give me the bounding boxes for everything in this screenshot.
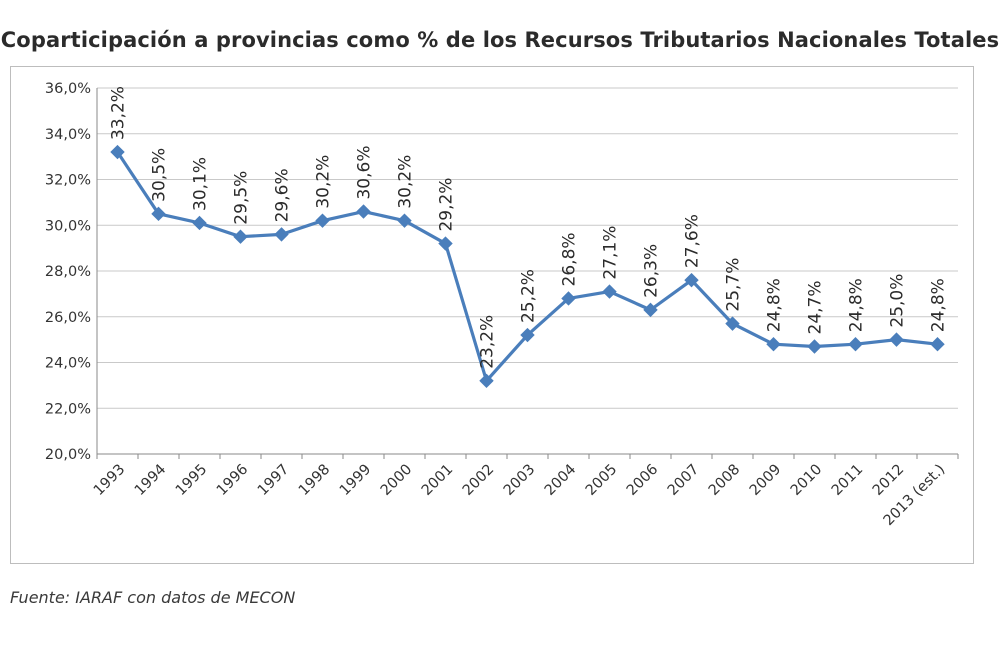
- x-tick-label: 2000: [378, 462, 415, 499]
- y-tick-label: 30,0%: [45, 218, 91, 234]
- data-label: 24,7%: [806, 280, 826, 334]
- data-label: 30,6%: [355, 146, 375, 200]
- data-point: [684, 272, 699, 288]
- data-label: 29,6%: [273, 168, 293, 222]
- data-label: 29,2%: [437, 178, 457, 232]
- data-point: [356, 204, 371, 219]
- data-label: 25,0%: [888, 274, 908, 328]
- data-point: [479, 373, 494, 389]
- data-point: [561, 291, 576, 306]
- y-tick-label: 36,0%: [45, 81, 91, 97]
- y-tick-label: 24,0%: [45, 356, 91, 372]
- data-point: [233, 229, 248, 244]
- chart-title: Coparticipación a provincias como % de l…: [0, 28, 1000, 52]
- x-tick-label: 1999: [337, 462, 374, 499]
- data-label: 24,8%: [929, 278, 949, 332]
- data-label: 24,8%: [765, 278, 785, 332]
- data-label: 30,5%: [150, 148, 170, 202]
- data-point: [602, 284, 617, 299]
- x-tick-label: 1993: [91, 462, 128, 499]
- x-tick-label: 1997: [255, 462, 292, 499]
- x-tick-label: 2002: [460, 462, 497, 499]
- data-label: 25,2%: [519, 269, 539, 323]
- data-label: 30,2%: [314, 155, 334, 209]
- data-point: [889, 332, 904, 347]
- y-tick-label: 20,0%: [45, 447, 91, 463]
- data-point: [930, 336, 945, 352]
- data-point: [725, 316, 740, 331]
- x-tick-label: 2006: [624, 462, 661, 499]
- data-point: [438, 236, 453, 251]
- data-point: [643, 302, 658, 318]
- x-tick-label: 2001: [419, 462, 456, 499]
- data-point: [110, 144, 125, 160]
- x-tick-label: 1994: [132, 462, 169, 499]
- data-label: 26,8%: [560, 232, 580, 286]
- x-tick-label: 1995: [173, 462, 210, 499]
- chart-frame: [10, 66, 974, 564]
- data-label: 30,2%: [396, 155, 416, 209]
- data-label: 29,5%: [232, 171, 252, 225]
- x-tick-label: 2011: [829, 462, 866, 499]
- y-tick-label: 32,0%: [45, 173, 91, 189]
- data-label: 26,3%: [642, 244, 662, 298]
- y-tick-label: 34,0%: [45, 127, 91, 143]
- data-label: 27,6%: [683, 214, 703, 268]
- x-tick-label: 2010: [788, 462, 825, 499]
- x-tick-label: 2008: [706, 462, 743, 499]
- data-label: 25,7%: [724, 258, 744, 312]
- data-point: [766, 336, 781, 352]
- x-tick-label: 2004: [542, 462, 579, 499]
- x-tick-label: 2009: [747, 462, 784, 499]
- data-point: [397, 213, 412, 228]
- data-point: [274, 227, 289, 242]
- y-tick-label: 28,0%: [45, 264, 91, 280]
- data-label: 27,1%: [601, 226, 621, 280]
- data-label: 33,2%: [109, 86, 129, 140]
- data-label: 23,2%: [478, 315, 498, 369]
- x-tick-label: 2012: [870, 462, 907, 499]
- data-point: [807, 339, 822, 354]
- data-point: [520, 327, 535, 343]
- x-tick-label: 2007: [665, 462, 702, 499]
- x-tick-label: 1998: [296, 462, 333, 499]
- source-note: Fuente: IARAF con datos de MECON: [10, 588, 296, 607]
- data-label: 30,1%: [191, 157, 211, 211]
- data-point: [151, 206, 166, 222]
- x-tick-label: 2003: [501, 462, 538, 499]
- data-label: 24,8%: [847, 278, 867, 332]
- x-tick-label: 1996: [214, 462, 251, 499]
- data-point: [315, 213, 330, 228]
- y-tick-label: 22,0%: [45, 401, 91, 417]
- data-point: [192, 215, 207, 231]
- y-tick-label: 26,0%: [45, 310, 91, 326]
- x-tick-label: 2005: [583, 462, 620, 499]
- data-point: [848, 336, 863, 352]
